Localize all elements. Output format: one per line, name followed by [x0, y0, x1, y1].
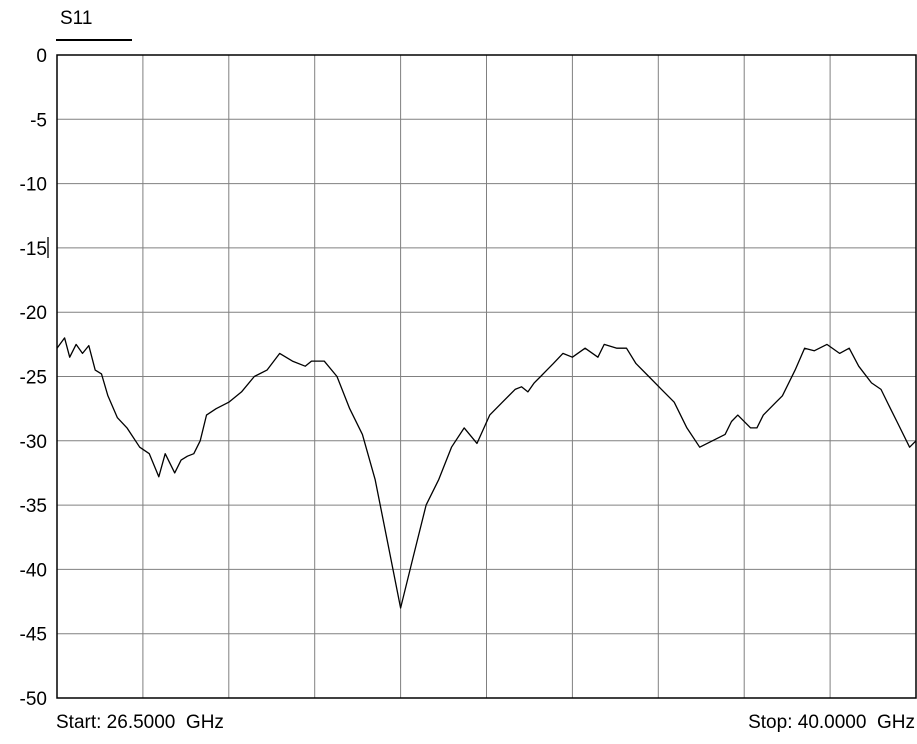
y-tick-label: -50 [20, 689, 47, 710]
start-frequency-label: Start: 26.5000 GHz [56, 712, 224, 733]
y-tick-label: -20 [20, 303, 47, 324]
y-tick-label: -35 [20, 496, 47, 517]
s11-trace-line [56, 337, 917, 609]
y-axis-tick-labels: 0 -5 -10 -15 -20 -25 -30 -35 -40 -45 -50 [20, 46, 47, 710]
y-tick-label: -25 [20, 368, 47, 389]
stop-frequency-label: Stop: 40.0000 GHz [748, 712, 915, 733]
y-tick-label: -40 [20, 560, 47, 581]
grid-lines [57, 55, 916, 698]
y-tick-label: -15 [20, 239, 47, 260]
y-tick-label: 0 [36, 46, 47, 67]
y-tick-label: -45 [20, 625, 47, 646]
trace-legend-label: S11 [60, 8, 93, 29]
y-tick-label: -10 [20, 175, 47, 196]
trace-legend-underline [56, 39, 132, 41]
y-tick-label: -30 [20, 432, 47, 453]
plot-frame [56, 54, 917, 699]
y-tick-label: -5 [30, 110, 47, 131]
